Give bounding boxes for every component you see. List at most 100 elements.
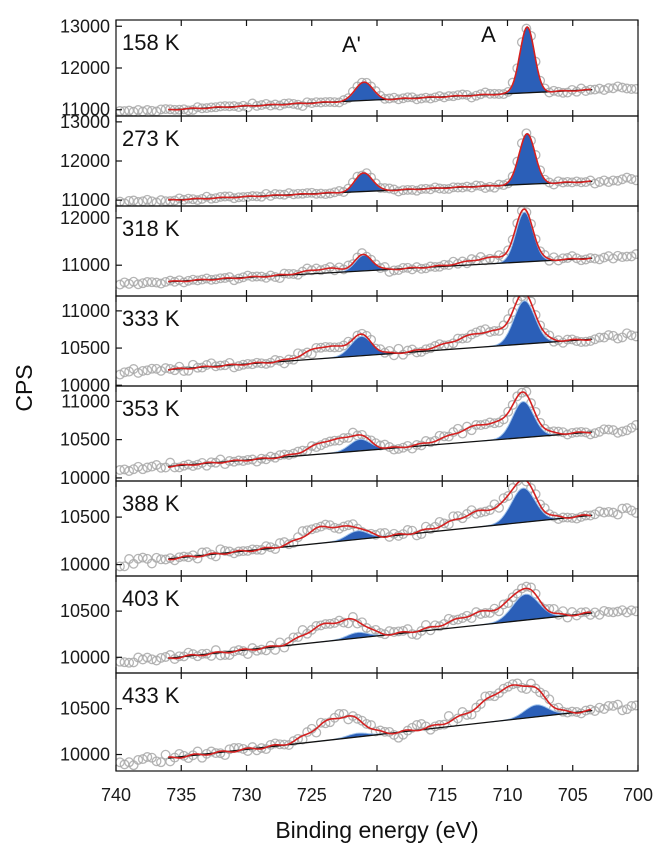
x-tick-label: 735 (166, 785, 196, 805)
data-point (516, 682, 527, 693)
data-point (393, 443, 404, 454)
data-point (146, 277, 157, 288)
data-point (224, 744, 235, 755)
data-point (124, 657, 135, 668)
data-point (617, 426, 628, 437)
panel-frame (115, 115, 639, 207)
data-point (526, 582, 536, 593)
data-point (626, 330, 637, 341)
panel-frame (115, 672, 639, 772)
data-point (608, 507, 619, 518)
y-tick-label: 11000 (61, 255, 110, 275)
data-point (475, 699, 486, 709)
data-point (480, 608, 491, 618)
data-point (452, 511, 463, 522)
data-point (133, 754, 144, 765)
data-point (571, 513, 582, 524)
data-point (311, 621, 322, 631)
data-point (334, 523, 345, 534)
data-point (498, 599, 509, 610)
fit-envelope (168, 296, 592, 371)
data-point (466, 709, 477, 720)
data-point (347, 612, 358, 622)
data-point (507, 679, 518, 690)
data-point (156, 462, 166, 473)
data-point (201, 360, 212, 370)
data-point (631, 83, 638, 94)
data-point (229, 275, 240, 286)
data-point (416, 263, 427, 274)
data-point (178, 366, 189, 376)
data-point (603, 330, 614, 341)
x-tick-label: 715 (427, 785, 457, 805)
data-point (402, 92, 413, 103)
data-point (612, 427, 623, 438)
data-point (466, 92, 477, 103)
data-point (494, 606, 504, 617)
data-point (220, 545, 230, 556)
data-point (192, 195, 203, 206)
fit-envelope (168, 481, 592, 561)
data-point (521, 581, 532, 592)
data-point (393, 186, 404, 197)
panel-plot-area (116, 581, 638, 668)
data-point (617, 503, 628, 514)
data-point (594, 702, 605, 713)
panel-temperature-label: 273 K (122, 126, 180, 151)
x-tick-label: 725 (297, 785, 327, 805)
y-tick-label: 10000 (60, 647, 110, 667)
data-point (603, 83, 614, 94)
data-point (160, 363, 171, 374)
panel-7: 10000 10500 403 K (60, 575, 639, 674)
panel-1: 11000 12000 13000 158 K A' A (60, 16, 639, 120)
data-point (297, 526, 308, 537)
data-point (210, 551, 221, 562)
y-tick-label: 10500 (60, 430, 110, 450)
data-point (379, 726, 390, 737)
data-point (425, 93, 436, 104)
data-point (631, 606, 638, 617)
data-point (160, 652, 171, 662)
data-point (119, 367, 130, 378)
data-point (133, 196, 144, 206)
data-point (178, 277, 189, 288)
data-point (594, 254, 605, 265)
data-point (626, 701, 637, 711)
y-axis-title: CPS (11, 364, 37, 411)
panel-temperature-label: 403 K (122, 586, 180, 611)
data-point (407, 629, 418, 640)
x-tick-label: 740 (101, 785, 131, 805)
panel-plot-area (116, 386, 638, 476)
data-point (274, 100, 285, 111)
y-tick-label: 12000 (60, 58, 110, 78)
panel-plot-area (116, 128, 638, 206)
x-tick-label: 710 (492, 785, 522, 805)
data-point (146, 363, 157, 374)
data-point (407, 92, 418, 103)
data-point (361, 718, 372, 729)
data-point (475, 325, 486, 336)
data-point (133, 367, 144, 378)
data-point (220, 650, 230, 660)
data-point (466, 254, 477, 265)
data-point (603, 177, 614, 188)
data-point (498, 683, 509, 694)
data-point (457, 89, 468, 100)
data-point (142, 462, 153, 473)
data-point (631, 175, 638, 186)
panel-6: 10000 10500 388 K (60, 480, 639, 577)
data-point (116, 369, 125, 380)
data-point (311, 442, 322, 453)
data-point (443, 711, 454, 721)
data-point (576, 255, 587, 266)
panel-plot-area (116, 206, 638, 290)
data-point (142, 752, 153, 762)
x-tick-label: 705 (558, 785, 588, 805)
data-point (484, 181, 495, 192)
data-point (631, 507, 638, 518)
data-point (183, 647, 194, 658)
fit-envelope (168, 587, 592, 660)
data-point (156, 652, 166, 663)
data-point (608, 700, 619, 711)
data-point (156, 195, 166, 206)
